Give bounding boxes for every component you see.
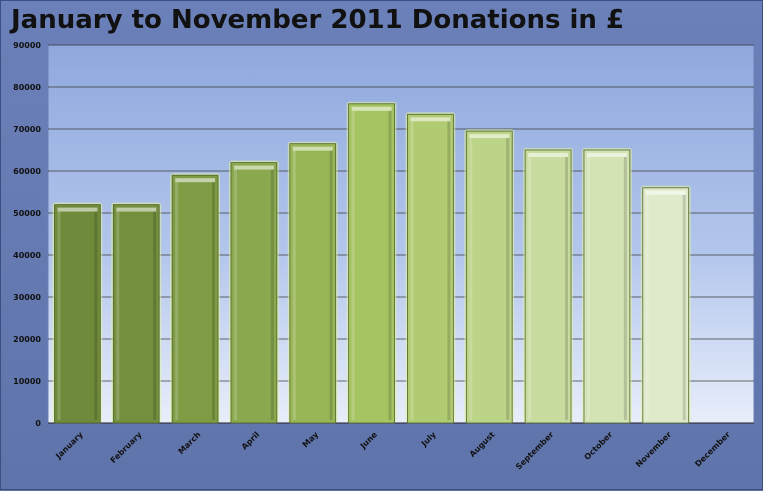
y-tick-label: 30000 [13,293,41,302]
y-tick-label: 90000 [13,41,41,50]
x-tick-label: July [419,430,438,449]
bar [230,162,278,424]
bar [112,204,160,424]
bar-november [640,185,691,424]
bar-october [581,148,632,424]
bar-bevel [586,153,627,157]
bar-bevel [682,194,686,420]
bar [583,149,631,424]
x-tick-label: June [358,430,379,451]
bar-bevel [94,211,98,420]
bar [54,204,101,424]
bar-bevel [447,121,451,421]
bar-bevel [469,138,473,420]
x-tick-label: November [634,430,673,469]
bar-january [52,202,103,424]
bar-bevel [57,211,61,420]
y-tick-label: 80000 [13,83,41,92]
bar-bevel [116,207,157,212]
bar-february [111,202,162,424]
bar-bevel [212,182,216,420]
x-tick-label: January [53,429,85,461]
x-axis-tick-labels: January February March April May June July Augu… [53,429,732,471]
bar-bevel [351,106,392,111]
bar [348,103,395,424]
bar-bevel [528,157,532,420]
bar-bevel [506,138,510,420]
x-tick-label: October [583,430,615,462]
y-axis-tick-labels: 0 10000 20000 30000 40000 50000 60000 70000 8000… [13,41,41,428]
x-tick-label: September [514,430,555,471]
bar-march [170,173,221,424]
x-tick-label: December [693,430,732,469]
bar-bevel [645,194,649,420]
bar [407,113,454,424]
bar-bevel [623,157,627,420]
x-tick-label: February [109,430,145,466]
bar-bevel [175,178,216,183]
bar [465,130,513,424]
y-tick-label: 20000 [13,335,41,344]
y-tick-label: 60000 [13,167,41,176]
y-tick-label: 10000 [13,377,41,386]
x-tick-label: May [301,429,321,449]
bar-may [287,141,338,424]
x-tick-label: August [468,430,497,459]
bar-bevel [292,146,333,151]
plot-area [47,44,755,424]
bar-bevel [57,207,98,212]
bar-june [346,101,397,424]
bar-bevel [388,110,392,421]
bar-bevel [329,150,333,420]
bar-bevel [410,121,414,421]
bar [171,174,219,424]
bar-april [228,160,279,424]
bar-bevel [565,157,569,420]
bar [524,149,572,424]
gridlines [48,44,754,424]
bar-bevel [645,190,686,195]
y-tick-label: 0 [35,419,41,428]
bar [289,143,337,424]
y-tick-label: 50000 [13,209,41,218]
x-tick-label: April [240,430,262,452]
bar-bevel [469,134,510,139]
bar [642,187,690,424]
bar-bevel [116,211,120,420]
bar-bevel [270,169,274,420]
bar-bevel [292,150,296,420]
x-tick-label: March [177,430,203,456]
bar-july [405,112,456,424]
y-tick-label: 70000 [13,125,41,134]
bar-bevel [153,211,157,420]
bar-bevel [586,157,590,420]
bar-september [523,148,574,424]
bars [52,101,691,424]
bar-bevel [175,182,179,420]
bar-bevel [233,165,274,170]
bar-bevel [410,117,451,122]
bar-bevel [351,110,355,421]
bar-august [464,129,515,424]
bar-bevel [233,169,237,420]
bar-bevel [528,153,569,157]
y-tick-label: 40000 [13,251,41,260]
chart-title: January to November 2011 Donations in £ [11,5,625,35]
